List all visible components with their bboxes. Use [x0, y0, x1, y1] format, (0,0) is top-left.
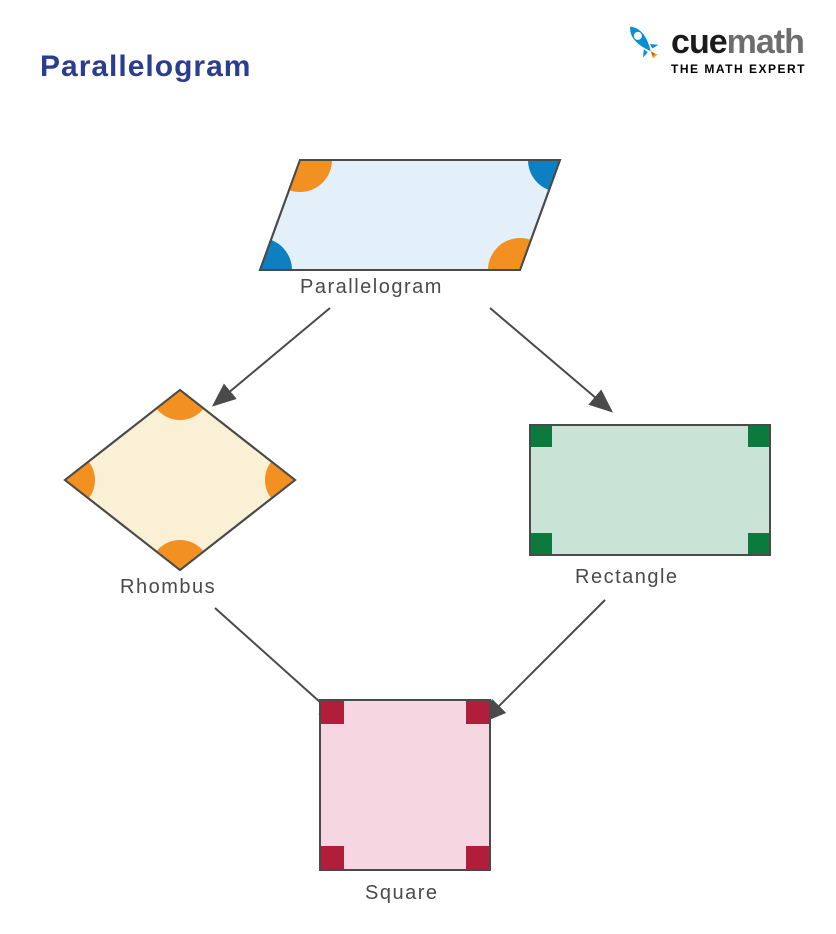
label-parallelogram: Parallelogram — [300, 276, 443, 299]
node-rhombus — [35, 360, 325, 600]
label-square: Square — [365, 882, 439, 905]
node-rectangle — [530, 425, 770, 555]
edge-rectangle-square — [485, 600, 605, 720]
diagram-canvas — [0, 0, 836, 934]
label-rhombus: Rhombus — [120, 576, 216, 599]
node-square — [320, 700, 490, 870]
edge-para-rectangle — [490, 308, 610, 410]
edge-para-rhombus — [215, 308, 330, 404]
label-rectangle: Rectangle — [575, 566, 679, 589]
